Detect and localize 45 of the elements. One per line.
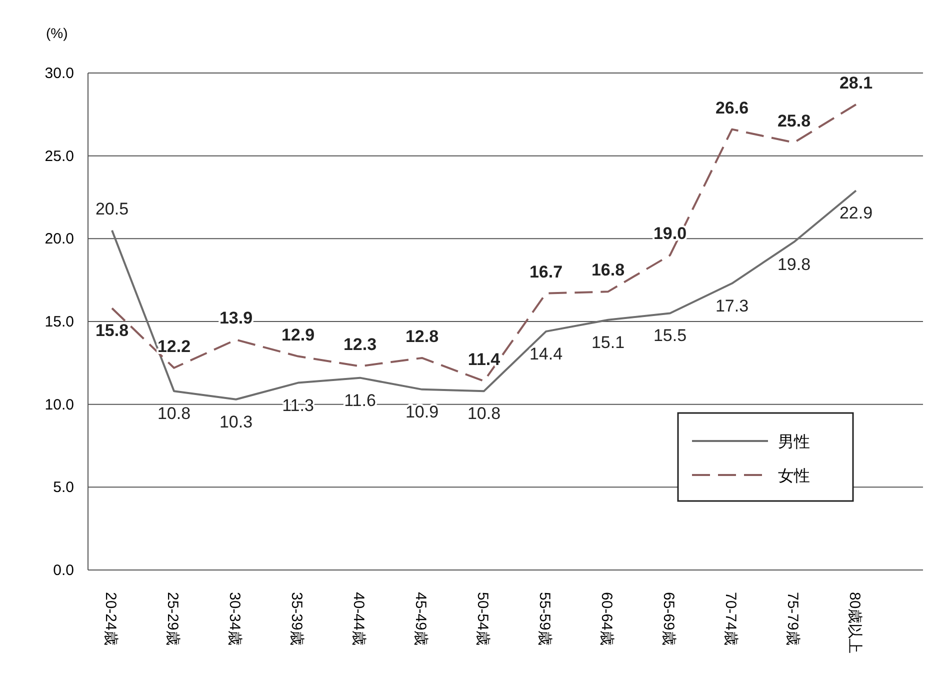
x-tick-label: 40-44歳: [350, 592, 367, 646]
x-tick-label: 60-64歳: [598, 592, 615, 646]
data-label: 26.6: [715, 98, 749, 118]
data-label: 16.8: [591, 260, 625, 280]
legend-label: 女性: [778, 468, 810, 485]
data-label: 15.1: [591, 332, 625, 352]
y-axis-title: (%): [46, 25, 68, 41]
x-tick-label: 80歳以上: [846, 592, 863, 654]
data-label: 25.8: [777, 112, 811, 131]
y-tick-label: 25.0: [44, 148, 74, 165]
x-tick-label: 45-49歳: [412, 592, 429, 646]
x-tick-label: 35-39歳: [288, 592, 305, 646]
data-label: 10.9: [405, 402, 439, 422]
x-tick-label: 30-34歳: [226, 592, 243, 646]
x-tick-label: 70-74歳: [722, 592, 739, 646]
x-tick-label: 75-79歳: [784, 592, 801, 646]
data-label: 16.7: [529, 262, 563, 282]
x-tick-label: 20-24歳: [102, 592, 119, 646]
y-tick-label: 15.0: [44, 314, 74, 330]
data-label: 11.4: [468, 350, 501, 370]
data-label: 10.8: [467, 404, 501, 424]
data-label: 17.3: [715, 296, 749, 316]
y-tick-label: 20.0: [44, 230, 74, 248]
y-tick-label: 5.0: [53, 479, 74, 496]
data-label: 12.8: [405, 326, 439, 346]
x-tick-label: 50-54歳: [474, 592, 491, 646]
x-tick-label: 65-69歳: [660, 592, 677, 646]
data-label: 15.5: [653, 326, 687, 346]
data-label: 14.4: [529, 344, 563, 364]
data-label: 10.8: [157, 404, 191, 424]
y-tick-label: 10.0: [44, 396, 74, 414]
y-tick-label: 30.0: [44, 65, 74, 82]
y-tick-label: 0.0: [53, 562, 74, 579]
data-label: 28.1: [839, 73, 873, 92]
data-label: 12.2: [157, 336, 191, 356]
x-tick-label: 55-59歳: [536, 592, 553, 646]
data-label: 12.9: [281, 325, 315, 344]
data-label: 15.8: [95, 321, 129, 340]
data-label: 12.3: [343, 335, 377, 354]
x-tick-label: 25-29歳: [164, 592, 181, 646]
data-label: 20.5: [95, 199, 129, 218]
legend-label: 男性: [778, 434, 810, 451]
data-label: 10.3: [219, 412, 253, 432]
data-label: 22.9: [839, 204, 873, 223]
data-label: 19.8: [777, 254, 811, 274]
